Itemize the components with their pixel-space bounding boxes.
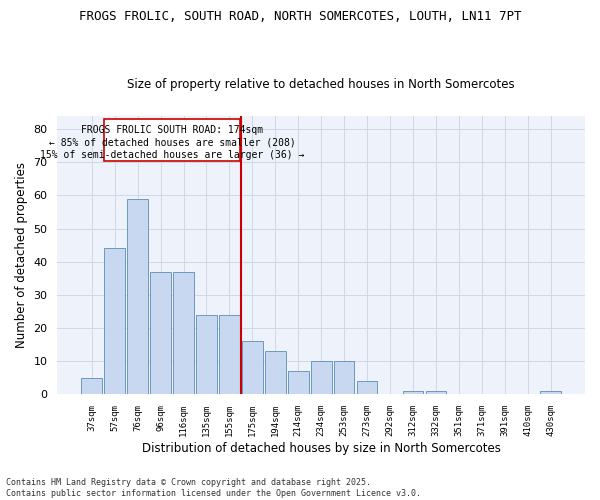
X-axis label: Distribution of detached houses by size in North Somercotes: Distribution of detached houses by size … [142, 442, 500, 455]
FancyBboxPatch shape [104, 119, 240, 160]
Bar [127, 198, 148, 394]
Text: ← 85% of detached houses are smaller (208): ← 85% of detached houses are smaller (20… [49, 138, 295, 147]
Text: 15% of semi-detached houses are larger (36) →: 15% of semi-detached houses are larger (… [40, 150, 304, 160]
Bar [82, 378, 102, 394]
Bar [334, 362, 355, 394]
Bar [104, 248, 125, 394]
Bar [173, 272, 194, 394]
Text: Contains HM Land Registry data © Crown copyright and database right 2025.
Contai: Contains HM Land Registry data © Crown c… [6, 478, 421, 498]
Bar [357, 381, 377, 394]
Bar [541, 391, 561, 394]
Bar [311, 362, 332, 394]
Bar [403, 391, 424, 394]
Text: FROGS FROLIC, SOUTH ROAD, NORTH SOMERCOTES, LOUTH, LN11 7PT: FROGS FROLIC, SOUTH ROAD, NORTH SOMERCOT… [79, 10, 521, 23]
Bar [425, 391, 446, 394]
Title: Size of property relative to detached houses in North Somercotes: Size of property relative to detached ho… [127, 78, 515, 91]
Bar [196, 315, 217, 394]
Text: FROGS FROLIC SOUTH ROAD: 174sqm: FROGS FROLIC SOUTH ROAD: 174sqm [81, 125, 263, 135]
Bar [265, 352, 286, 395]
Bar [288, 371, 308, 394]
Y-axis label: Number of detached properties: Number of detached properties [15, 162, 28, 348]
Bar [242, 342, 263, 394]
Bar [219, 315, 240, 394]
Bar [150, 272, 171, 394]
